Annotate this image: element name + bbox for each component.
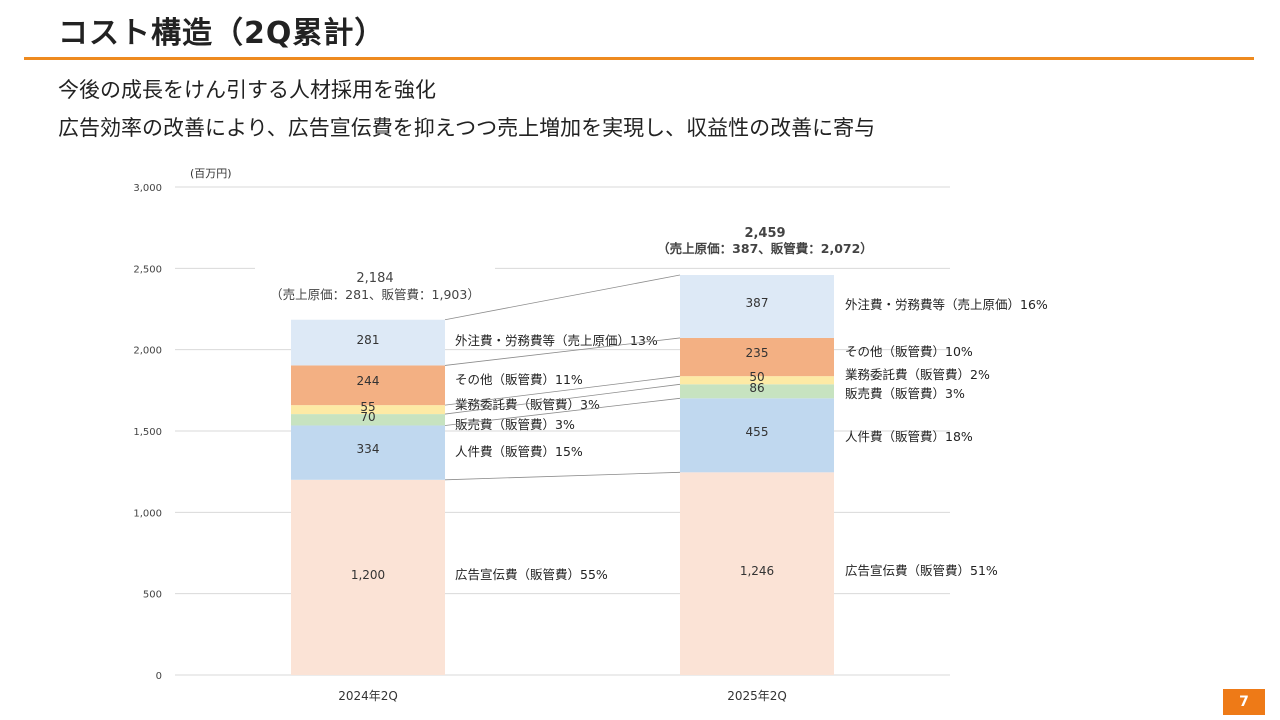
- connector-line: [444, 337, 681, 366]
- connector-line: [444, 383, 681, 415]
- connector-line: [444, 397, 681, 426]
- total-value-label: 2,459: [744, 226, 785, 241]
- bar-value-label: 55: [360, 400, 375, 414]
- slide-title: コスト構造（2Q累計）: [58, 16, 386, 51]
- total-value-label: 2,184: [356, 271, 393, 286]
- total-breakdown-label: （売上原価：281、販管費：1,903）: [270, 287, 480, 302]
- page-number-badge: 7: [1223, 689, 1265, 715]
- unit-label: (百万円): [190, 167, 232, 180]
- segment-category-label: 外注費・労務費等（売上原価）13%: [455, 333, 658, 348]
- bar-segment: [680, 337, 834, 377]
- y-tick-label: 500: [143, 590, 162, 601]
- bar-segment: [680, 472, 834, 675]
- y-tick-label: 1,500: [133, 427, 162, 438]
- bar-value-label: 1,200: [351, 568, 385, 582]
- bar-value-label: 334: [357, 442, 380, 456]
- segment-category-label: 広告宣伝費（販管費）51%: [845, 563, 998, 578]
- bar-segment: [680, 275, 834, 338]
- total-label-background: [255, 262, 495, 308]
- bar-value-label: 86: [749, 381, 764, 395]
- total-breakdown-label: （売上原価：387、販管費：2,072）: [657, 241, 873, 256]
- bar-value-label: 244: [357, 374, 380, 388]
- subtitle-line-1: 今後の成長をけん引する人材採用を強化: [58, 78, 436, 102]
- segment-category-label: その他（販管費）10%: [845, 344, 973, 359]
- bar-value-label: 70: [360, 410, 375, 424]
- bar-value-label: 235: [746, 346, 769, 360]
- bar-segment: [291, 425, 445, 480]
- y-tick-label: 2,000: [133, 346, 162, 357]
- y-tick-label: 1,000: [133, 508, 162, 519]
- y-tick-label: 2,500: [133, 264, 162, 275]
- x-category-label: 2024年2Q: [338, 689, 398, 703]
- bar-segment: [291, 479, 445, 675]
- y-tick-label: 0: [156, 671, 162, 682]
- bar-value-label: 281: [357, 333, 380, 347]
- segment-category-label: 販売費（販管費）3%: [455, 417, 575, 432]
- bar-segment: [291, 365, 445, 406]
- bar-segment: [291, 319, 445, 366]
- segment-category-label: 外注費・労務費等（売上原価）16%: [845, 297, 1048, 312]
- subtitle-line-2: 広告効率の改善により、広告宣伝費を抑えつつ売上増加を実現し、収益性の改善に寄与: [58, 116, 876, 140]
- bar-segment: [291, 405, 445, 415]
- bar-segment: [680, 398, 834, 473]
- segment-category-label: 人件費（販管費）15%: [455, 444, 583, 459]
- bar-value-label: 387: [746, 296, 769, 310]
- segment-category-label: 人件費（販管費）18%: [845, 429, 973, 444]
- bar-segment: [291, 414, 445, 426]
- y-tick-label: 3,000: [133, 183, 162, 194]
- segment-category-label: 広告宣伝費（販管費）55%: [455, 567, 608, 582]
- bar-value-label: 1,246: [740, 564, 774, 578]
- bar-segment: [680, 384, 834, 399]
- x-category-label: 2025年2Q: [727, 689, 787, 703]
- connector-line: [444, 274, 681, 321]
- bar-segment: [680, 376, 834, 385]
- connector-line: [444, 471, 681, 481]
- bar-value-label: 455: [746, 425, 769, 439]
- title-rule: [24, 57, 1254, 60]
- bar-value-label: 50: [749, 370, 764, 384]
- segment-category-label: 販売費（販管費）3%: [845, 386, 965, 401]
- connector-line: [444, 375, 681, 406]
- segment-category-label: 業務委託費（販管費）2%: [845, 367, 990, 382]
- segment-category-label: その他（販管費）11%: [455, 372, 583, 387]
